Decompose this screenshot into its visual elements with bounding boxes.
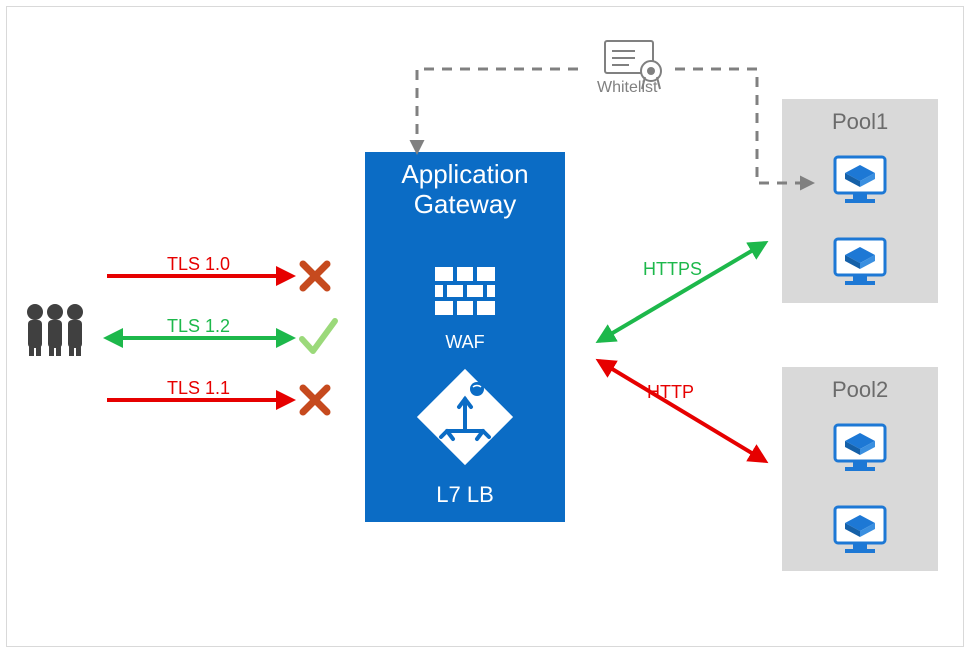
whitelist-path-left [417,69,582,152]
tls12-accept-icon [302,321,335,351]
firewall-icon [435,267,495,315]
certificate-icon [605,41,661,89]
diagram-svg-layer [7,7,963,646]
pool1-vm2-icon [835,239,885,285]
whitelist-path-right [675,69,812,183]
pool2-vm2-icon [835,507,885,553]
pool1-vm1-icon [835,157,885,203]
users-icon [27,304,83,356]
https-arrow [599,243,765,341]
diagram-canvas: Pool1 Pool2 Application Gateway WAF L7 L… [6,6,964,647]
load-balancer-icon [417,369,513,465]
tls10-reject-icon [303,264,327,288]
http-arrow [599,361,765,461]
tls11-reject-icon [303,388,327,412]
pool2-vm1-icon [835,425,885,471]
